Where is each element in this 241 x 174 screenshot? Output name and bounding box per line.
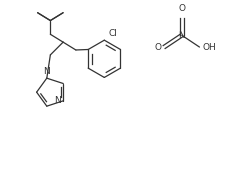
Text: N: N (43, 67, 50, 76)
Text: N: N (54, 96, 61, 105)
Text: O: O (178, 4, 185, 13)
Text: OH: OH (202, 43, 216, 52)
Text: N: N (178, 31, 185, 40)
Text: Cl: Cl (108, 29, 117, 38)
Text: O: O (154, 43, 161, 52)
